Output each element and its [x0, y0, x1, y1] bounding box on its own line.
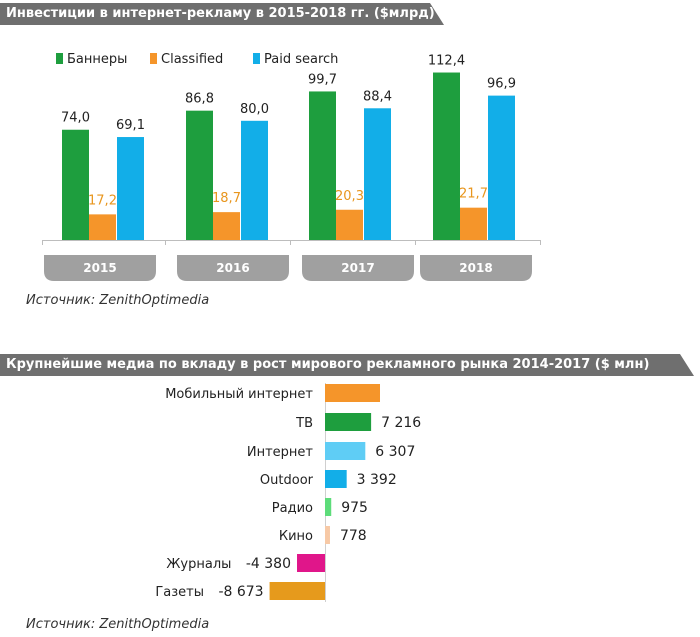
bar-2016-2: [213, 212, 240, 240]
legend-marker-1: [56, 53, 63, 64]
bar-7: [297, 554, 325, 572]
legend-marker-3: [253, 53, 260, 64]
bar-2: [325, 413, 372, 431]
data-label-2016-1: 86,8: [185, 92, 214, 107]
year-pill-2018: [420, 255, 532, 281]
legend-marker-2: [150, 53, 157, 64]
year-pill-2015: [44, 255, 156, 281]
category-label-3: Интернет: [247, 445, 314, 460]
top-chart-source: Источник: ZenithOptimedia: [26, 293, 210, 308]
x-tick-label-2017: 2017: [341, 261, 374, 275]
bar-6: [325, 526, 330, 544]
year-pill-2016: [177, 255, 289, 281]
value-label-8: -8 673: [218, 584, 263, 600]
data-label-2017-1: 99,7: [308, 72, 337, 87]
value-label-2: 7 216: [381, 415, 421, 431]
legend-label-2: Classified: [161, 52, 223, 67]
data-label-2015-3: 69,1: [116, 118, 145, 133]
value-label-5: 975: [341, 500, 368, 516]
bar-2018-3: [488, 95, 515, 240]
category-label-2: ТВ: [295, 416, 313, 431]
bar-2015-3: [117, 137, 144, 240]
data-label-2017-2: 20,3: [335, 189, 364, 204]
bar-2017-3: [364, 108, 391, 240]
category-label-5: Радио: [272, 501, 313, 516]
bottom-chart-source: Источник: ZenithOptimedia: [26, 617, 210, 632]
year-pill-2017: [302, 255, 414, 281]
bar-2017-2: [336, 209, 363, 240]
data-label-2018-1: 112,4: [428, 54, 465, 69]
data-label-2016-2: 18,7: [212, 191, 241, 206]
category-label-1: Мобильный интернет: [165, 387, 313, 402]
data-label-2018-3: 96,9: [487, 77, 516, 92]
legend-label-3: Paid search: [264, 52, 338, 67]
value-label-6: 778: [340, 528, 367, 544]
category-label-8: Газеты: [155, 585, 204, 600]
bar-2018-2: [460, 207, 487, 240]
bar-2015-1: [62, 129, 89, 240]
bar-2016-1: [186, 110, 213, 240]
top-chart-title: Инвестиции в интернет-рекламу в 2015-201…: [0, 3, 444, 25]
bar-2018-1: [433, 72, 460, 240]
bar-2017-1: [309, 91, 336, 241]
data-label-2016-3: 80,0: [240, 102, 269, 117]
category-label-4: Outdoor: [260, 473, 314, 488]
bar-3: [325, 442, 366, 460]
data-label-2018-2: 21,7: [459, 187, 488, 202]
category-label-6: Кино: [279, 529, 313, 544]
top-chart: Баннеры Classified Paid search 74,0 17,2 69,1…: [42, 52, 541, 281]
value-label-4: 3 392: [357, 472, 397, 488]
data-label-2017-3: 88,4: [363, 89, 392, 104]
category-label-7: Журналы: [166, 557, 231, 572]
bottom-chart-title: Крупнейшие медиа по вкладу в рост мирово…: [0, 354, 694, 376]
x-tick-label-2018: 2018: [459, 261, 492, 275]
bar-5: [325, 498, 332, 516]
x-tick-label-2016: 2016: [216, 261, 249, 275]
value-label-7: -4 380: [246, 556, 291, 572]
data-label-2015-1: 74,0: [61, 111, 90, 126]
data-label-2015-2: 17,2: [88, 193, 117, 208]
bar-2016-3: [241, 120, 268, 240]
bar-1: [325, 384, 380, 402]
legend-label-1: Баннеры: [67, 52, 127, 67]
bar-8: [269, 582, 325, 600]
value-label-3: 6 307: [375, 444, 415, 460]
x-tick-label-2015: 2015: [83, 261, 116, 275]
bar-4: [325, 470, 347, 488]
bar-2015-2: [89, 214, 116, 240]
